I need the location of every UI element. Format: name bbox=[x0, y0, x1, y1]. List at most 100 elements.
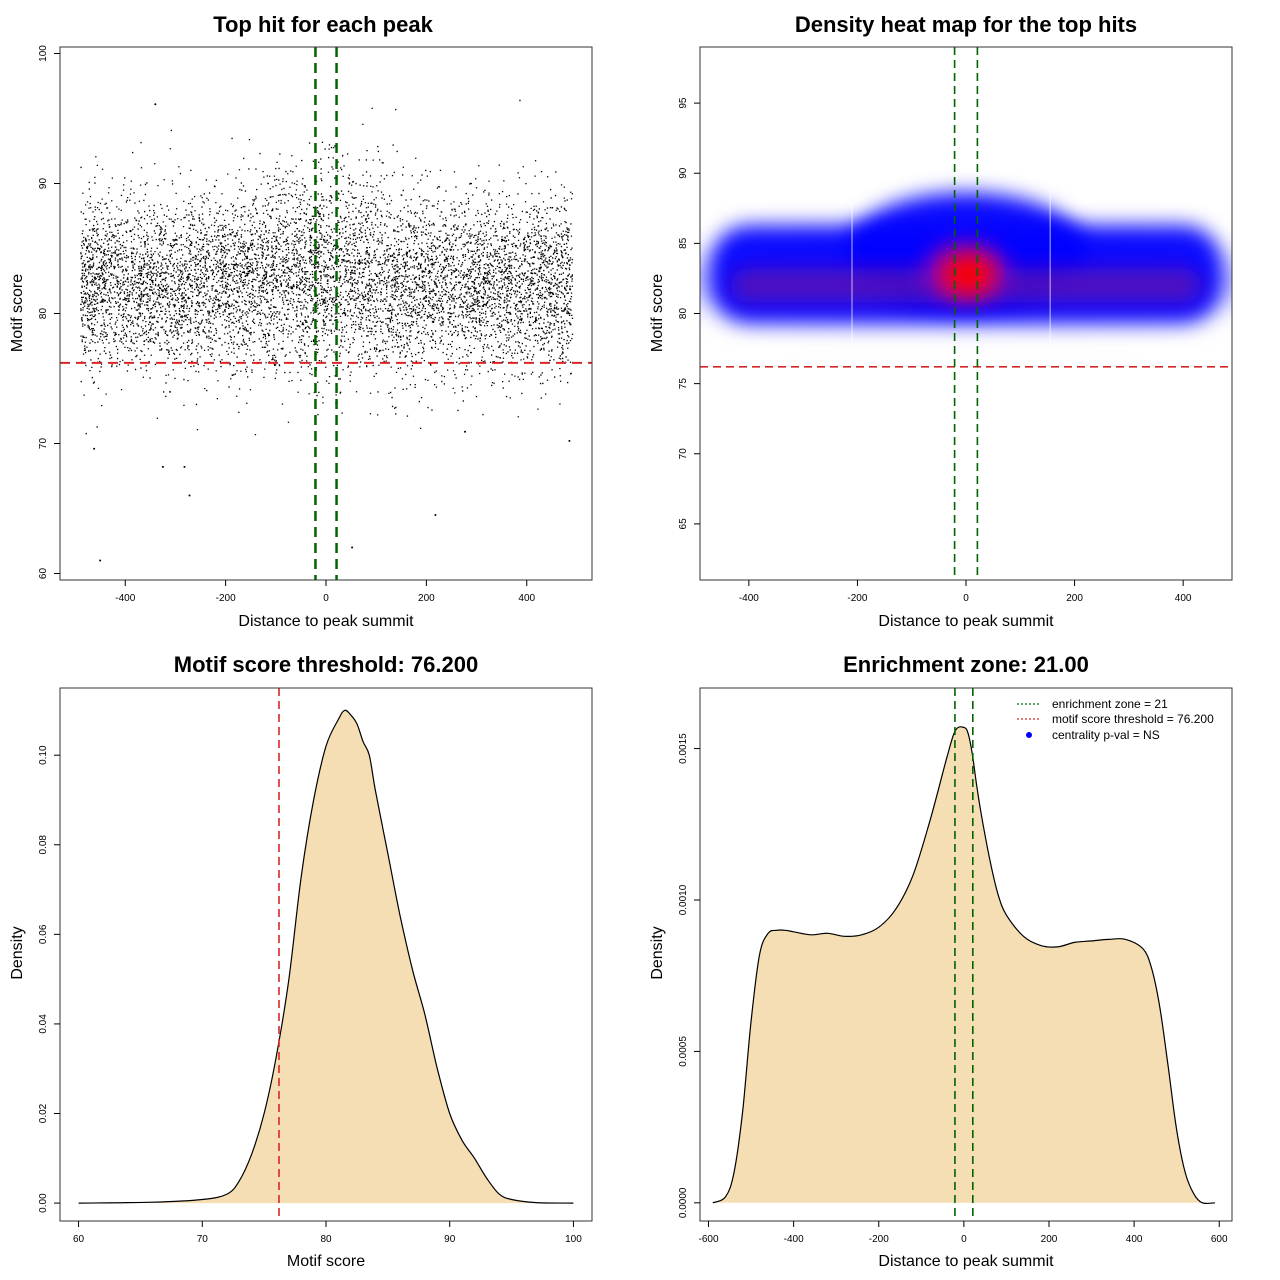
distance-density-area-layer bbox=[712, 726, 1216, 1205]
score-density-y-tick-label: 0.02 bbox=[38, 1103, 49, 1123]
scatter-y-axis: 60 70 80 90 100 bbox=[38, 45, 60, 579]
scatter-x-tick-label: 400 bbox=[518, 593, 535, 604]
distance-density-y-tick-label: 0.0000 bbox=[678, 1187, 689, 1218]
score-density-y-axis: 0.00 0.02 0.04 0.06 0.08 0.10 bbox=[38, 745, 60, 1213]
distance-density-y-axis: 0.0000 0.0005 0.0010 0.0015 bbox=[678, 733, 700, 1218]
score-density-x-tick-label: 90 bbox=[444, 1234, 456, 1245]
score-density-y-label: Density bbox=[9, 926, 26, 979]
distance-density-x-axis: -600 -400 -200 0 200 400 600 bbox=[699, 1221, 1228, 1245]
distance-density-y-tick-label: 0.0015 bbox=[678, 733, 689, 764]
score-density-x-axis: 60 70 80 90 100 bbox=[73, 1221, 582, 1245]
score-density-x-label: Motif score bbox=[287, 1253, 365, 1270]
score-density-x-tick-label: 60 bbox=[73, 1234, 85, 1245]
heatmap-reference-lines bbox=[700, 47, 1232, 580]
scatter-point bbox=[351, 546, 354, 549]
heatmap-x-tick-label: 200 bbox=[1066, 593, 1083, 604]
heatmap-y-axis: 65 70 75 80 85 90 95 bbox=[678, 97, 700, 529]
score-density-title: Motif score threshold: 76.200 bbox=[174, 652, 478, 677]
distance-density-y-tick-label: 0.0005 bbox=[678, 1036, 689, 1067]
heatmap-x-axis: -400 -200 0 200 400 bbox=[739, 580, 1192, 604]
heatmap-density bbox=[700, 159, 1232, 398]
distance-density-reference-lines bbox=[954, 688, 974, 1221]
score-density-x-tick-label: 100 bbox=[565, 1234, 582, 1245]
legend-threshold-label: motif score threshold = 76.200 bbox=[1052, 712, 1214, 726]
scatter-point bbox=[183, 465, 186, 468]
heatmap-y-tick-label: 80 bbox=[678, 308, 689, 320]
score-density-area-layer bbox=[78, 709, 574, 1204]
scatter-point-cloud bbox=[80, 99, 574, 436]
score-density-y-tick-label: 0.04 bbox=[38, 1014, 49, 1034]
score-density-area-fill bbox=[78, 710, 574, 1204]
scatter-point bbox=[568, 439, 571, 442]
scatter-panel: Top hit for each peak -400 -200 0 200 400 60… bbox=[9, 12, 593, 630]
scatter-point bbox=[161, 465, 164, 468]
scatter-points-layer bbox=[80, 99, 574, 562]
score-density-y-tick-label: 0.06 bbox=[38, 924, 49, 944]
heatmap-y-label: Motif score bbox=[649, 274, 666, 352]
scatter-point bbox=[93, 447, 96, 450]
scatter-x-tick-label: 200 bbox=[418, 593, 435, 604]
distance-density-x-tick-label: -200 bbox=[869, 1234, 889, 1245]
score-density-x-tick-label: 80 bbox=[320, 1234, 332, 1245]
legend-zone-label: enrichment zone = 21 bbox=[1052, 697, 1168, 711]
scatter-y-tick-label: 70 bbox=[38, 438, 49, 450]
distance-density-panel: Enrichment zone: 21.00 -600 -400 -200 0 200 4… bbox=[649, 652, 1233, 1270]
heatmap-y-tick-label: 90 bbox=[678, 167, 689, 179]
scatter-y-tick-label: 80 bbox=[38, 308, 49, 320]
distance-density-title: Enrichment zone: 21.00 bbox=[843, 652, 1089, 677]
scatter-x-label: Distance to peak summit bbox=[238, 613, 414, 630]
heatmap-y-tick-label: 95 bbox=[678, 97, 689, 109]
score-density-panel: Motif score threshold: 76.200 60 70 80 90 10… bbox=[9, 652, 593, 1270]
distance-density-x-tick-label: 0 bbox=[961, 1234, 967, 1245]
distance-density-y-tick-label: 0.0010 bbox=[678, 884, 689, 915]
scatter-x-axis: -400 -200 0 200 400 bbox=[115, 580, 536, 604]
scatter-title: Top hit for each peak bbox=[213, 12, 433, 37]
legend-pval-label: centrality p-val = NS bbox=[1052, 728, 1160, 742]
scatter-y-label: Motif score bbox=[9, 274, 26, 352]
scatter-point bbox=[434, 514, 437, 516]
heatmap-y-tick-label: 85 bbox=[678, 237, 689, 249]
scatter-y-tick-label: 90 bbox=[38, 178, 49, 190]
distance-density-x-label: Distance to peak summit bbox=[878, 1253, 1054, 1270]
scatter-x-tick-label: 0 bbox=[323, 593, 329, 604]
heatmap-x-tick-label: 0 bbox=[963, 593, 969, 604]
distance-density-x-tick-label: 200 bbox=[1041, 1234, 1058, 1245]
distance-density-area-fill bbox=[712, 726, 1215, 1204]
score-density-curve bbox=[78, 709, 574, 1204]
scatter-x-tick-label: -400 bbox=[115, 593, 135, 604]
distance-density-x-tick-label: 400 bbox=[1126, 1234, 1143, 1245]
distance-density-y-label: Density bbox=[649, 926, 666, 979]
scatter-point bbox=[188, 494, 191, 497]
distance-density-curve bbox=[712, 726, 1216, 1205]
heatmap-x-tick-label: 400 bbox=[1175, 593, 1192, 604]
scatter-y-tick-label: 60 bbox=[38, 568, 49, 580]
distance-density-x-tick-label: -600 bbox=[699, 1234, 719, 1245]
heatmap-title: Density heat map for the top hits bbox=[795, 12, 1137, 37]
heatmap-x-tick-label: -400 bbox=[739, 593, 759, 604]
legend: enrichment zone = 21 motif score thresho… bbox=[1017, 697, 1214, 742]
heatmap-y-tick-label: 75 bbox=[678, 378, 689, 390]
heatmap-x-label: Distance to peak summit bbox=[878, 613, 1054, 630]
scatter-point bbox=[99, 559, 102, 562]
score-density-y-tick-label: 0.08 bbox=[38, 835, 49, 855]
heatmap-x-tick-label: -200 bbox=[847, 593, 867, 604]
heatmap-hotspot bbox=[942, 254, 994, 295]
distance-density-x-tick-label: -400 bbox=[784, 1234, 804, 1245]
heatmap-panel: Density heat map for the top hits -400 -2… bbox=[649, 12, 1233, 630]
score-density-y-tick-label: 0.10 bbox=[38, 745, 49, 765]
heatmap-y-tick-label: 70 bbox=[678, 448, 689, 460]
scatter-point bbox=[154, 103, 157, 106]
heatmap-density-layer bbox=[700, 159, 1232, 398]
score-density-y-tick-label: 0.00 bbox=[38, 1193, 49, 1213]
distance-density-x-tick-label: 600 bbox=[1211, 1234, 1228, 1245]
heatmap-y-tick-label: 65 bbox=[678, 518, 689, 530]
scatter-x-tick-label: -200 bbox=[216, 593, 236, 604]
distance-density-plot-frame bbox=[699, 687, 1233, 1222]
scatter-reference-lines bbox=[60, 47, 592, 580]
scatter-point bbox=[464, 430, 467, 433]
score-density-x-tick-label: 70 bbox=[197, 1234, 209, 1245]
scatter-y-tick-label: 100 bbox=[38, 45, 49, 62]
legend-pval-dot bbox=[1026, 732, 1032, 738]
